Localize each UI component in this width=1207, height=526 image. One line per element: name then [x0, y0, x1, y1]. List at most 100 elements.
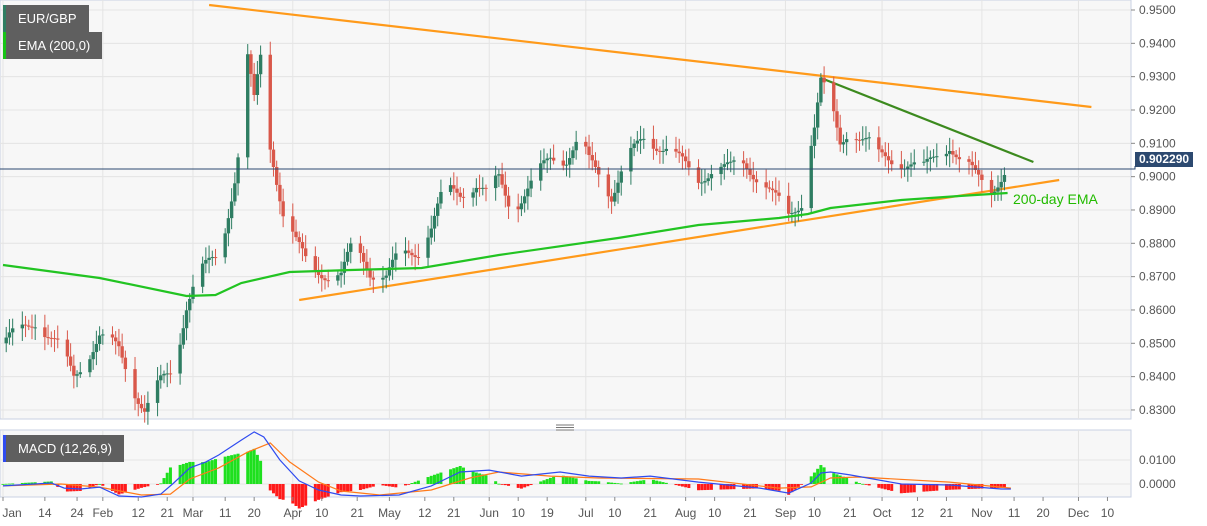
macd-histogram-bar — [320, 484, 324, 499]
candle-body — [210, 257, 214, 259]
macd-histogram-bar — [877, 484, 881, 488]
macd-histogram-bar — [996, 484, 1000, 488]
macd-histogram-bar — [252, 448, 256, 484]
candle-body — [72, 365, 76, 376]
macd-histogram-bar — [439, 472, 443, 484]
date-tick-label: 14 — [38, 506, 52, 520]
candle-body — [989, 179, 994, 195]
macd-histogram-bar — [33, 482, 37, 484]
candle-body — [651, 138, 656, 149]
candle-body — [458, 192, 462, 197]
candle-body — [326, 280, 330, 282]
candle-body — [361, 252, 366, 262]
candle-body — [226, 218, 231, 234]
macd-histogram-bar — [674, 484, 678, 486]
candle-body — [722, 164, 726, 167]
date-tick-label: Feb — [92, 506, 113, 520]
macd-histogram-bar — [20, 482, 24, 484]
macd-histogram-bar — [313, 484, 317, 502]
candle-body — [548, 157, 553, 159]
macd-histogram-bar — [912, 484, 916, 493]
candle-body — [407, 250, 411, 253]
date-tick-label: 21 — [743, 506, 757, 520]
ema-200-line — [2, 191, 1008, 298]
candle-body — [20, 324, 25, 329]
macd-histogram-bar — [69, 484, 73, 492]
macd-histogram-bar — [944, 484, 948, 490]
date-tick-label: Dec — [1068, 506, 1089, 520]
candle-body — [654, 148, 659, 151]
macd-histogram-bar — [516, 484, 520, 488]
candle-body — [777, 192, 781, 196]
macd-histogram-bar — [593, 481, 597, 484]
macd-legend[interactable]: MACD (12,26,9) — [3, 435, 124, 462]
date-tick-label: 24 — [70, 506, 84, 520]
candle-body — [854, 139, 858, 141]
candle-body — [178, 344, 182, 374]
candle-body — [922, 161, 926, 163]
candle-body — [394, 253, 398, 260]
candle-body — [539, 163, 543, 181]
candle-body — [481, 187, 485, 189]
candle-body — [500, 174, 504, 185]
candle-body — [864, 137, 868, 140]
macd-histogram-bar — [809, 476, 813, 484]
candle-body — [790, 213, 794, 215]
candle-body — [542, 160, 546, 164]
candle-body — [584, 141, 588, 147]
macd-histogram-bar — [552, 476, 556, 484]
candle-body — [706, 178, 710, 182]
macd-histogram-bar — [484, 475, 488, 484]
macd-histogram-bar — [574, 478, 578, 484]
candle-body — [632, 143, 636, 148]
symbol-legend[interactable]: EUR/GBP — [3, 5, 89, 32]
macd-histogram-bar — [436, 473, 440, 484]
candle-body — [748, 169, 752, 175]
date-tick-label: 11 — [1008, 506, 1021, 520]
candle-body — [999, 181, 1003, 188]
candle-body — [970, 161, 974, 166]
candle-body — [680, 153, 685, 157]
macd-histogram-bar — [922, 484, 926, 492]
macd-histogram-bar — [542, 480, 546, 484]
candle-body — [571, 150, 575, 159]
candle-body — [754, 179, 759, 183]
macd-histogram-bar — [1, 484, 5, 485]
macd-histogram-bar — [545, 479, 549, 484]
macd-histogram-bar — [101, 484, 105, 486]
macd-histogram-bar — [887, 484, 890, 491]
macd-histogram-bar — [999, 484, 1003, 488]
macd-histogram-bar — [384, 484, 388, 486]
candle-body — [642, 138, 646, 140]
macd-histogram-bar — [899, 484, 903, 494]
macd-histogram-bar — [732, 484, 736, 490]
macd-histogram-bar — [455, 467, 459, 484]
candle-body — [68, 356, 73, 366]
macd-histogram-bar — [4, 483, 8, 485]
date-tick-label: May — [378, 506, 401, 520]
candle-body — [587, 146, 591, 156]
candle-body — [452, 185, 456, 189]
macd-histogram-bar — [407, 484, 411, 485]
macd-histogram-bar — [977, 484, 981, 489]
candle-body — [46, 337, 50, 339]
macd-histogram-bar — [210, 460, 214, 484]
macd-histogram-bar — [635, 481, 639, 484]
ema-legend[interactable]: EMA (200,0) — [3, 32, 103, 59]
macd-histogram-bar — [410, 483, 414, 484]
macd-histogram-bar — [812, 472, 816, 484]
candle-body — [390, 259, 395, 268]
macd-histogram-bar — [951, 484, 955, 490]
macd-histogram-bar — [787, 484, 791, 495]
candle-body — [980, 174, 984, 180]
macd-histogram-bar — [162, 478, 166, 484]
pane-resize-handle[interactable] — [556, 424, 574, 431]
candle-body — [320, 275, 324, 279]
macd-histogram-bar — [932, 484, 936, 491]
macd-histogram-bar — [832, 473, 836, 484]
candle-body — [49, 337, 53, 339]
date-tick-label: 10 — [512, 506, 526, 520]
candle-body — [88, 359, 92, 373]
macd-histogram-bar — [207, 461, 211, 484]
